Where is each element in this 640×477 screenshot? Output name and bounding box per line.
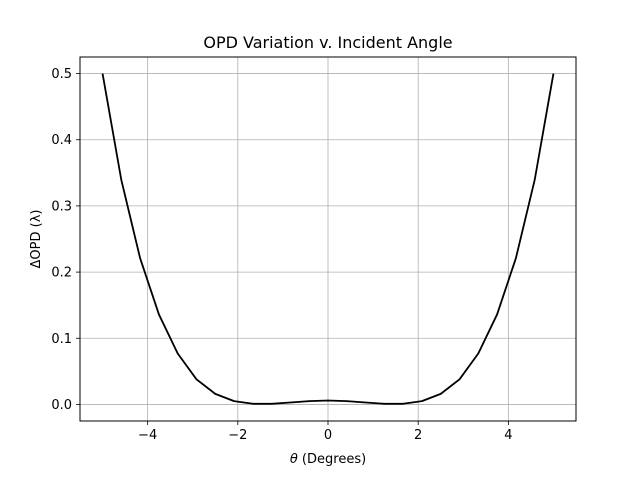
- y-tick-label: 0.1: [51, 332, 72, 347]
- x-axis-label: θ (Degrees): [290, 452, 366, 467]
- axis-ticks: −4 −2 0 2 4 0.0 0.1 0.2 0.3 0.4 0.5: [51, 67, 512, 443]
- y-tick-label: 0.4: [51, 133, 72, 148]
- y-tick-label: 0.0: [51, 398, 72, 413]
- x-tick-label: 2: [414, 428, 422, 443]
- y-tick-label: 0.3: [51, 199, 72, 214]
- x-tick-label: −4: [138, 428, 157, 443]
- x-tick-label: −2: [228, 428, 247, 443]
- series-line-group: [101, 73, 555, 405]
- x-axis-label-text: (Degrees): [298, 452, 366, 467]
- x-tick-label: 4: [504, 428, 512, 443]
- y-axis-label: ΔOPD (λ): [29, 210, 44, 269]
- series-line: [101, 73, 555, 405]
- x-tick-label: 0: [324, 428, 332, 443]
- y-tick-label: 0.2: [51, 266, 72, 281]
- x-axis-label-symbol: θ: [290, 452, 298, 467]
- chart-title: OPD Variation v. Incident Angle: [203, 33, 452, 52]
- grid: [80, 57, 576, 421]
- y-tick-label: 0.5: [51, 67, 72, 82]
